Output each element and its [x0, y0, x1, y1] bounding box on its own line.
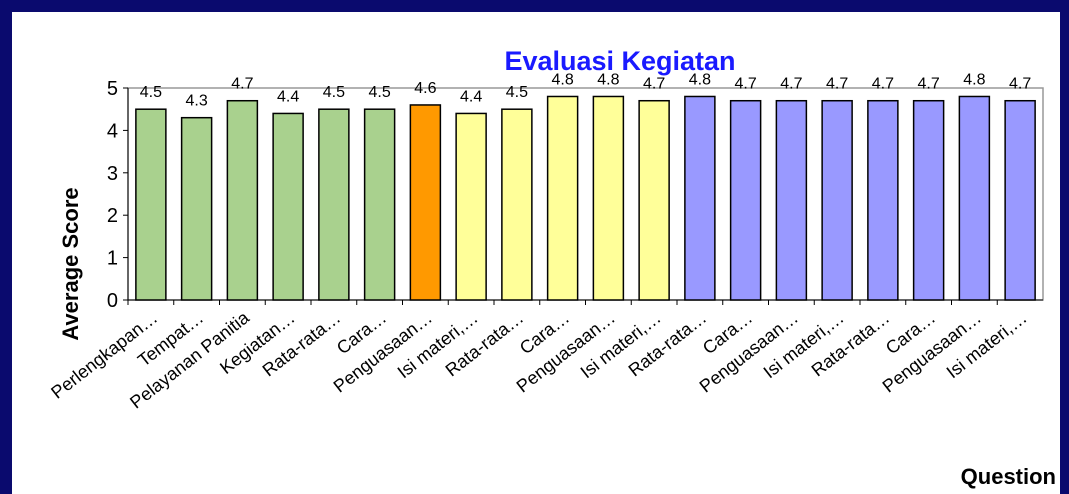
- bar: [501, 108, 533, 301]
- bar: [363, 108, 396, 301]
- value-label: 4.7: [735, 76, 757, 93]
- bar: [318, 108, 350, 301]
- value-label: 4.7: [1009, 76, 1031, 93]
- value-label: 4.8: [552, 71, 574, 88]
- value-label: 4.8: [963, 71, 985, 88]
- bar: [226, 99, 259, 301]
- value-label: 4.4: [460, 88, 482, 105]
- bar: [135, 108, 167, 301]
- y-tick-label: 1: [107, 248, 118, 270]
- bar: [546, 95, 579, 301]
- value-label: 4.7: [643, 76, 665, 93]
- bar: [912, 99, 945, 301]
- bar: [409, 104, 442, 301]
- bar: [729, 99, 762, 301]
- x-axis-label: Question: [961, 464, 1056, 489]
- value-label: 4.7: [826, 76, 848, 93]
- y-tick-label: 0: [107, 290, 118, 312]
- value-label: 4.5: [140, 84, 162, 101]
- bar: [867, 99, 899, 301]
- bar: [455, 112, 487, 301]
- bar: [775, 99, 808, 301]
- value-label: 4.3: [186, 93, 208, 110]
- bar: [958, 95, 991, 301]
- bar: [1004, 99, 1036, 301]
- bar: [592, 95, 625, 301]
- y-tick-label: 4: [107, 120, 118, 142]
- value-label: 4.5: [506, 84, 528, 101]
- value-label: 4.6: [414, 80, 436, 97]
- value-label: 4.7: [872, 76, 894, 93]
- bar: [821, 99, 853, 301]
- value-label: 4.4: [277, 88, 299, 105]
- value-label: 4.7: [231, 76, 253, 93]
- value-label: 4.5: [369, 84, 391, 101]
- value-label: 4.5: [323, 84, 345, 101]
- y-tick-label: 2: [107, 205, 118, 227]
- value-label: 4.8: [689, 71, 711, 88]
- value-label: 4.7: [918, 76, 940, 93]
- y-tick-label: 5: [107, 78, 118, 100]
- bar: [272, 112, 304, 301]
- value-label: 4.8: [597, 71, 619, 88]
- y-axis-label: Average Score: [58, 187, 83, 340]
- y-tick-label: 3: [107, 163, 118, 185]
- bar: [638, 99, 670, 301]
- chart-title: Evaluasi Kegiatan: [504, 46, 735, 76]
- bar: [180, 116, 213, 301]
- value-label: 4.7: [780, 76, 802, 93]
- bar: [684, 95, 716, 301]
